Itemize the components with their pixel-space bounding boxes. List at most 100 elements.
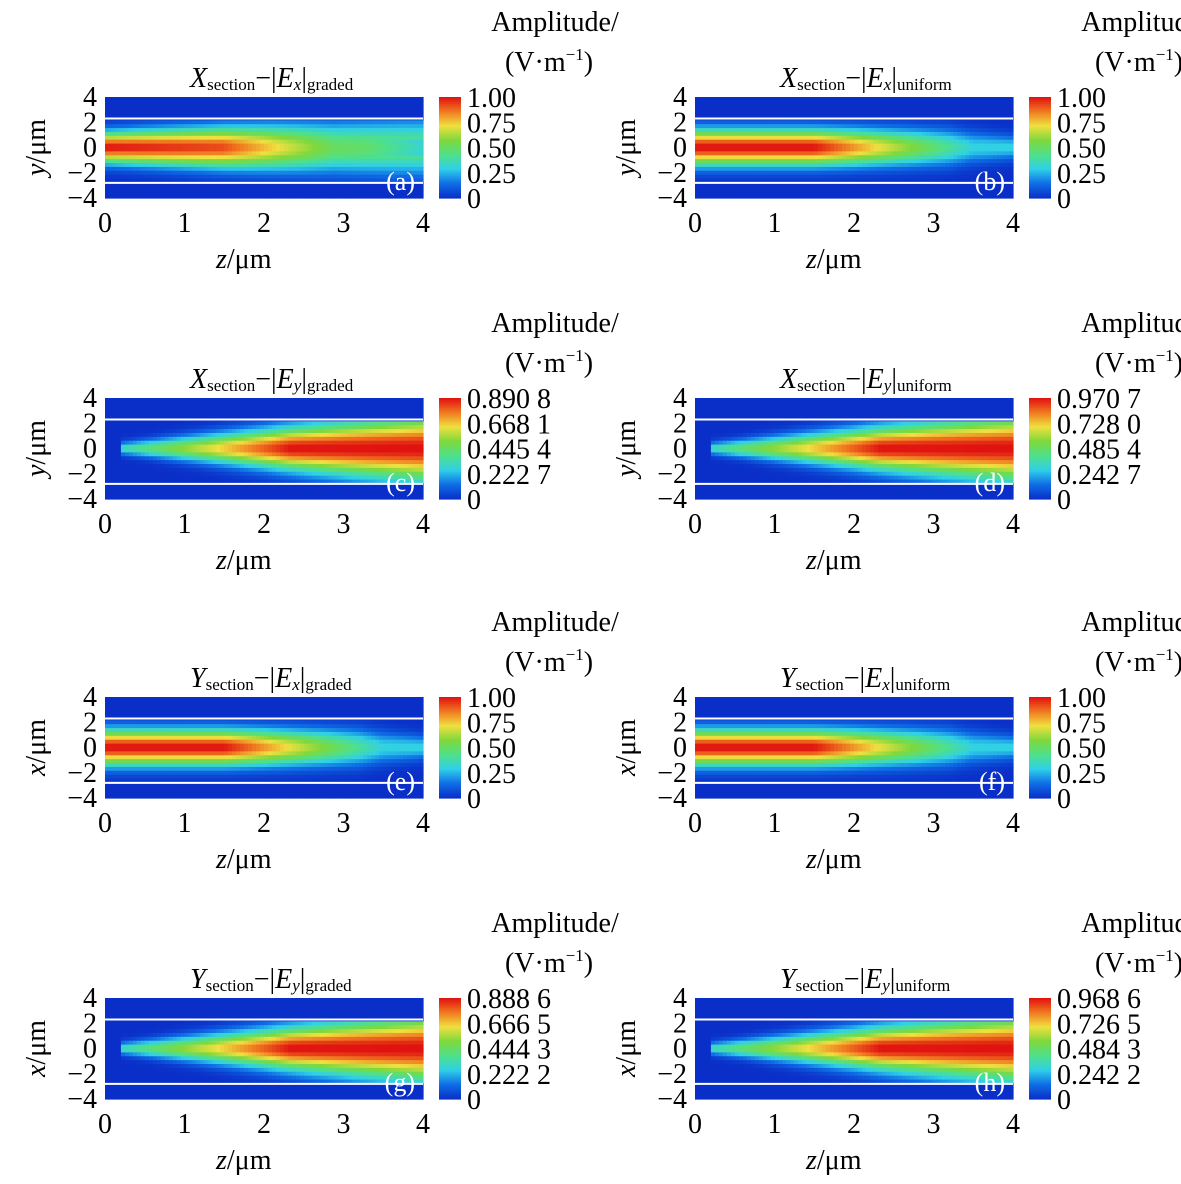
heatmap-cell — [905, 97, 911, 102]
colorbar-swatch — [439, 102, 461, 105]
heatmap-cell — [224, 194, 229, 199]
heatmap-cell — [917, 166, 923, 172]
heatmap-cell — [232, 143, 237, 149]
heatmap-cell — [810, 100, 815, 106]
heatmap-cell — [770, 178, 776, 184]
heatmap-cell — [132, 100, 138, 106]
heatmap-cell — [897, 139, 903, 145]
heatmap-cell — [359, 151, 364, 156]
heatmap-cell — [291, 421, 297, 426]
heatmap-cell — [407, 178, 412, 184]
heatmap-cell — [857, 124, 863, 129]
heatmap-cell — [343, 143, 349, 149]
heatmap-cell — [869, 104, 875, 110]
heatmap-cell — [730, 166, 736, 172]
heatmap-cell — [387, 108, 392, 114]
heatmap-cell — [977, 108, 982, 114]
heatmap-cell — [989, 166, 994, 172]
heatmap-cell — [802, 194, 807, 199]
heatmap-cell — [399, 166, 404, 172]
heatmap-cell — [184, 425, 190, 430]
heatmap-cell — [957, 194, 962, 199]
heatmap-cell — [323, 178, 329, 184]
heatmap-cell — [850, 194, 855, 199]
heatmap-cell — [160, 131, 166, 137]
heatmap-cell — [961, 174, 966, 180]
heatmap-cell — [969, 97, 974, 102]
heatmap-cell — [295, 413, 301, 419]
heatmap-cell — [228, 170, 233, 176]
heatmap-cell — [961, 124, 966, 129]
heatmap-cell — [339, 405, 345, 411]
heatmap-cell — [264, 120, 269, 125]
colorbar-swatch — [439, 192, 461, 196]
colorbar-swatch — [1029, 147, 1051, 150]
heatmap-cell — [128, 401, 134, 407]
heatmap-cell — [212, 178, 217, 184]
heatmap-cell — [287, 151, 293, 156]
heatmap-cell — [695, 151, 700, 156]
heatmap-cell — [695, 163, 700, 168]
heatmap-cell — [188, 405, 194, 411]
heatmap-cell — [981, 108, 986, 114]
heatmap-cell — [798, 170, 803, 176]
heatmap-cell — [311, 135, 317, 141]
heatmap-cell — [395, 97, 400, 102]
heatmap-cell — [989, 124, 994, 129]
heatmap-cell — [200, 194, 205, 199]
heatmap-cell — [220, 401, 225, 407]
heatmap-cell — [885, 135, 891, 141]
heatmap-cell — [742, 112, 748, 118]
heatmap-cell — [148, 155, 154, 160]
heatmap-cell — [299, 124, 305, 129]
heatmap-cell — [228, 104, 233, 110]
heatmap-cell — [969, 163, 974, 168]
heatmap-cell — [148, 104, 154, 110]
heatmap-cell — [152, 139, 158, 145]
heatmap-cell — [220, 131, 225, 137]
heatmap-cell — [196, 166, 201, 172]
heatmap-cell — [706, 139, 712, 145]
heatmap-cell — [275, 108, 281, 114]
heatmap-cell — [220, 170, 225, 176]
heatmap-cell — [295, 405, 301, 411]
heatmap-cell — [750, 178, 756, 184]
heatmap-cell — [750, 194, 756, 199]
heatmap-cell — [371, 178, 376, 184]
heatmap-cell — [941, 190, 947, 195]
heatmap-cell — [220, 186, 225, 191]
heatmap-cell — [846, 120, 851, 125]
heatmap-cell — [754, 143, 760, 149]
heatmap-cell — [846, 112, 851, 118]
heatmap-cell — [766, 128, 772, 133]
heatmap-cell — [196, 182, 201, 187]
heatmap-cell — [985, 112, 990, 118]
heatmap-cell — [790, 135, 795, 141]
heatmap-cell — [786, 155, 791, 160]
heatmap-cell — [192, 186, 198, 191]
heatmap-cell — [850, 151, 855, 156]
heatmap-cell — [383, 139, 388, 145]
heatmap-cell — [730, 135, 736, 141]
heatmap-cell — [351, 413, 357, 419]
heatmap-cell — [120, 190, 126, 195]
heatmap-cell — [419, 128, 424, 133]
heatmap-cell — [818, 155, 823, 160]
heatmap-cell — [854, 135, 859, 141]
heatmap-cell — [917, 190, 923, 195]
heatmap-cell — [893, 104, 899, 110]
heatmap-cell — [383, 131, 388, 137]
heatmap-cell — [192, 147, 198, 152]
heatmap-cell — [128, 120, 134, 125]
heatmap-cell — [212, 182, 217, 187]
heatmap-cell — [419, 112, 424, 118]
heatmap-cell — [738, 194, 744, 199]
heatmap-cell — [275, 174, 281, 180]
heatmap-cell — [695, 170, 700, 176]
heatmap-cell — [252, 401, 257, 407]
heatmap-cell — [116, 100, 122, 106]
heatmap-cell — [822, 170, 827, 176]
heatmap-cell — [359, 135, 364, 141]
heatmap-cell — [363, 182, 368, 187]
heatmap-cell — [395, 405, 400, 411]
